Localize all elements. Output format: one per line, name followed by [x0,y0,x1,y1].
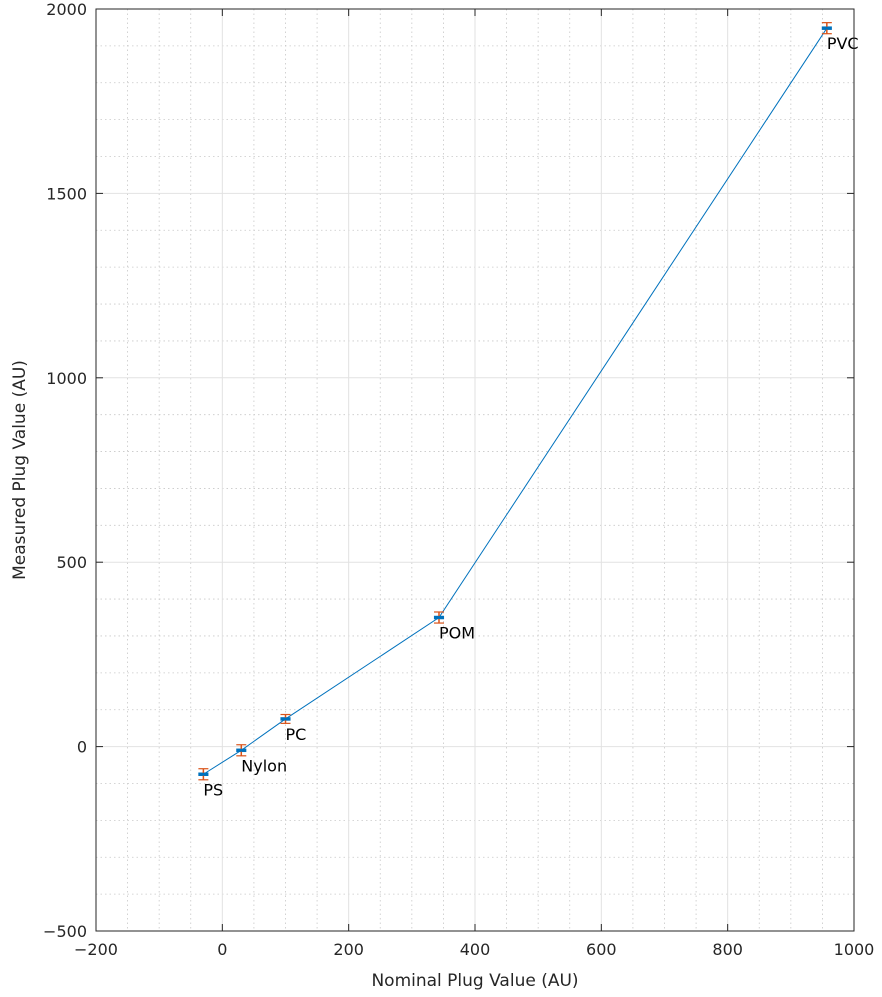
point-label: POM [439,624,475,643]
x-tick-label: 800 [712,940,743,959]
data-point [437,616,441,620]
y-tick-label: 1500 [46,184,87,203]
point-label: PS [203,780,223,799]
point-label: PC [286,725,307,744]
y-tick-label: −500 [43,922,87,941]
point-labels: PS Nylon PC POM PVC [203,34,858,799]
data-point [201,772,205,776]
point-label: Nylon [241,756,287,775]
series-layer [198,22,832,781]
y-tick-label: 0 [77,738,87,757]
data-point [284,717,287,721]
y-tick-label: 500 [56,553,87,572]
data-point [239,748,243,752]
x-axis-label: Nominal Plug Value (AU) [371,971,578,991]
x-tick-label: 400 [460,940,491,959]
x-tick-label: 600 [586,940,617,959]
x-tick-label: 200 [333,940,364,959]
y-tick-label: 2000 [46,0,87,19]
point-label: PVC [827,34,859,53]
y-tick-label: 1000 [46,369,87,388]
y-axis-label: Measured Plug Value (AU) [10,360,30,580]
x-tick-label: 0 [217,940,227,959]
x-tick-label: 1000 [834,940,875,959]
x-tick-label: −200 [74,940,118,959]
data-point [825,26,829,30]
ticks-layer: −200 0 200 400 600 800 1000 −500 0 500 1000 1500 200… [43,0,874,959]
